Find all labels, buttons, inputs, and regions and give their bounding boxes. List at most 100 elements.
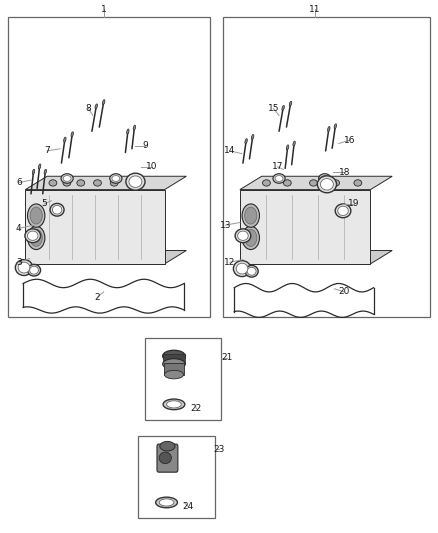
Ellipse shape [245,229,257,246]
Ellipse shape [335,204,351,217]
Text: 11: 11 [309,5,321,14]
Ellipse shape [28,226,45,249]
Ellipse shape [321,175,328,181]
Ellipse shape [247,268,256,275]
Ellipse shape [321,179,333,190]
Ellipse shape [63,175,71,181]
Ellipse shape [159,452,171,464]
Ellipse shape [30,229,42,246]
Ellipse shape [110,180,118,186]
Ellipse shape [71,132,74,137]
Text: 9: 9 [142,141,148,150]
Polygon shape [240,176,392,190]
Ellipse shape [39,164,41,169]
Ellipse shape [133,125,136,131]
Ellipse shape [159,499,174,506]
Text: 14: 14 [224,147,236,156]
Ellipse shape [28,264,41,276]
Text: 10: 10 [146,163,157,171]
Text: 8: 8 [85,104,91,113]
Text: 20: 20 [339,287,350,296]
Ellipse shape [245,139,247,144]
Text: 17: 17 [272,163,283,171]
Ellipse shape [318,176,336,193]
Text: 3: 3 [16,258,21,266]
Text: 1: 1 [101,5,106,14]
Ellipse shape [235,229,251,243]
Ellipse shape [338,206,348,215]
Text: 2: 2 [94,293,100,302]
Text: 24: 24 [182,502,193,511]
Ellipse shape [354,180,362,186]
Ellipse shape [102,100,105,104]
Bar [138,436,215,519]
Text: 18: 18 [339,167,350,176]
Ellipse shape [166,401,181,408]
Ellipse shape [328,126,330,132]
Ellipse shape [245,265,258,277]
Ellipse shape [30,207,42,224]
Ellipse shape [242,204,259,227]
Ellipse shape [164,370,184,379]
Ellipse shape [112,175,120,181]
Ellipse shape [129,176,142,188]
Ellipse shape [30,266,39,274]
Text: 23: 23 [213,445,225,454]
Bar [164,363,184,375]
Ellipse shape [61,174,73,183]
Ellipse shape [126,173,145,190]
Text: 15: 15 [268,104,279,113]
Ellipse shape [275,175,283,181]
Ellipse shape [63,180,71,186]
Ellipse shape [110,174,122,183]
Ellipse shape [163,399,185,410]
Text: 5: 5 [41,199,47,208]
Ellipse shape [127,180,135,186]
Polygon shape [25,251,186,264]
Ellipse shape [18,262,30,273]
Text: 12: 12 [224,258,236,266]
Ellipse shape [283,180,291,186]
Bar [8,17,210,317]
Ellipse shape [94,180,102,186]
Ellipse shape [289,101,292,106]
Text: 22: 22 [191,404,202,413]
Ellipse shape [95,104,98,109]
Ellipse shape [251,134,254,140]
Ellipse shape [49,180,57,186]
Ellipse shape [245,207,257,224]
Ellipse shape [127,129,129,134]
FancyBboxPatch shape [157,444,178,472]
Text: 4: 4 [16,224,21,233]
Ellipse shape [50,204,64,216]
Text: 6: 6 [16,178,21,187]
Ellipse shape [28,204,45,227]
Ellipse shape [64,137,66,142]
Polygon shape [240,190,371,264]
Polygon shape [240,251,392,264]
Ellipse shape [273,174,285,183]
Polygon shape [25,190,165,264]
Ellipse shape [53,205,62,214]
Text: 21: 21 [221,353,233,362]
Ellipse shape [282,106,284,110]
Ellipse shape [28,231,38,240]
Ellipse shape [242,226,259,249]
Ellipse shape [44,169,46,174]
Ellipse shape [286,145,289,150]
Text: 13: 13 [220,221,231,230]
Ellipse shape [32,169,35,174]
Text: 7: 7 [44,147,50,156]
Ellipse shape [310,180,318,186]
Ellipse shape [233,261,251,277]
Ellipse shape [15,260,33,276]
Ellipse shape [319,174,331,183]
Bar [145,338,221,420]
Ellipse shape [236,263,248,274]
Ellipse shape [77,180,85,186]
Ellipse shape [160,441,175,451]
Bar [223,17,430,317]
Polygon shape [25,176,186,190]
Ellipse shape [332,180,339,186]
Ellipse shape [334,124,336,129]
